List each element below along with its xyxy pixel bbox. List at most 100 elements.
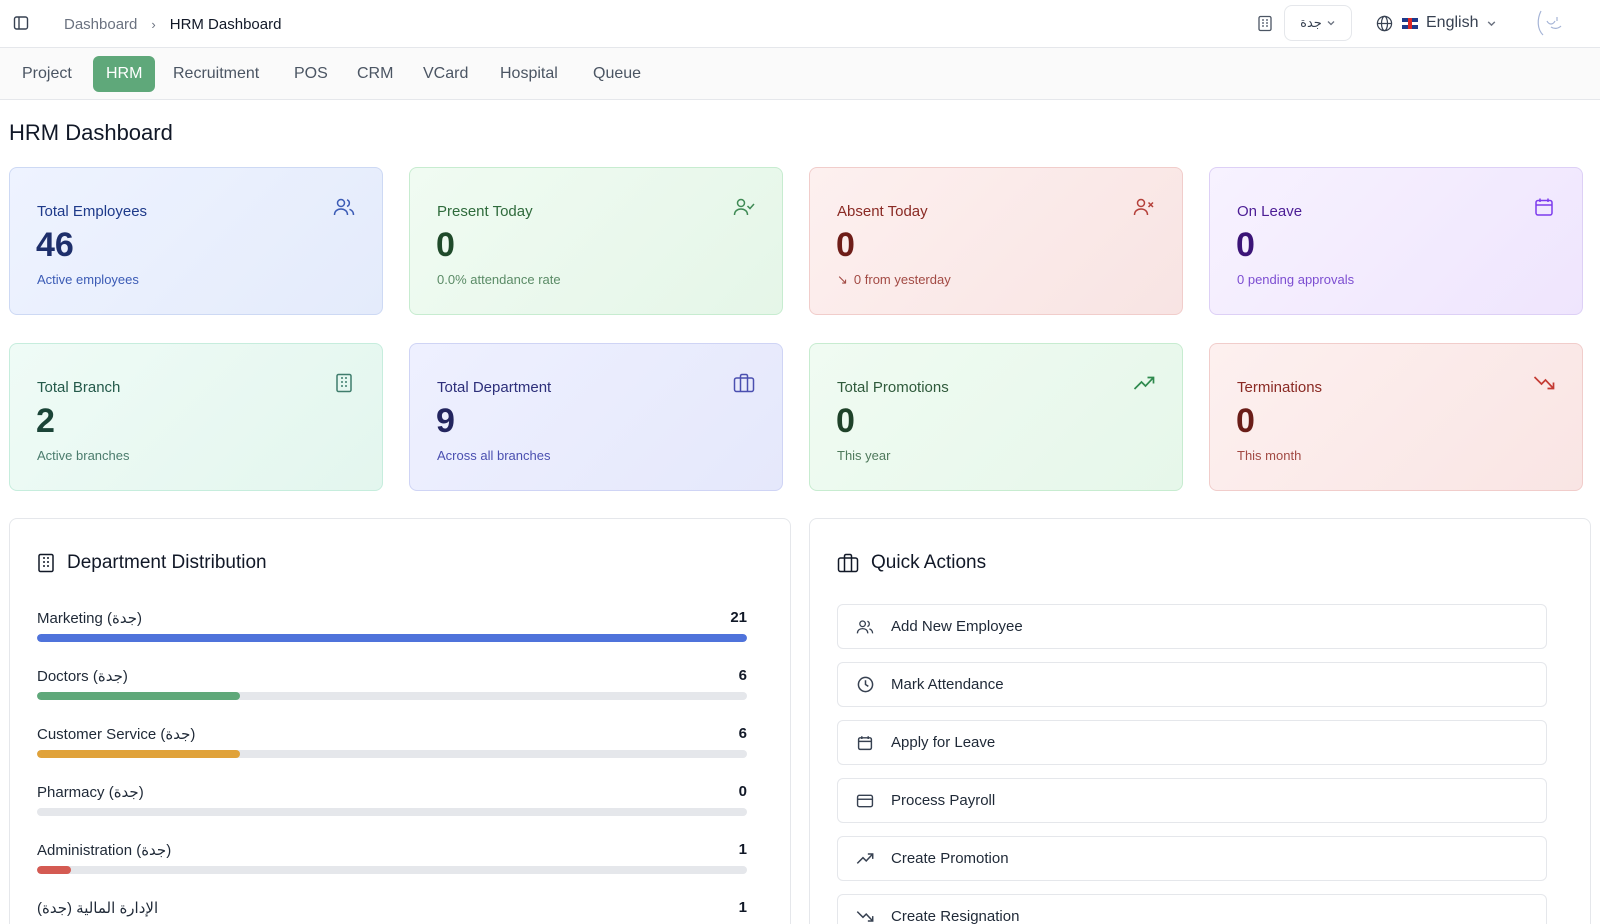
trending-down-icon — [1533, 372, 1555, 394]
stat-value: 0 — [836, 226, 855, 264]
panel-title-text: Department Distribution — [67, 552, 267, 573]
language-select[interactable]: English — [1402, 0, 1497, 46]
panel-title: Quick Actions — [837, 552, 986, 574]
stat-card-total-department[interactable]: Total Department 9 Across all branches — [409, 343, 783, 491]
dept-bar-fill — [37, 634, 747, 642]
chevron-down-icon — [1488, 20, 1496, 26]
clock-icon — [855, 675, 875, 695]
quick-action-label: Add New Employee — [891, 618, 1023, 635]
breadcrumb-current: HRM Dashboard — [169, 15, 282, 33]
branch-select-value: جدة — [1300, 15, 1322, 30]
module-tabs: Project HRM Recruitment POS CRM VCard Ho… — [0, 48, 1600, 100]
tab-project[interactable]: Project — [22, 65, 72, 82]
dept-count: 0 — [738, 783, 747, 800]
process-payroll-button[interactable]: Process Payroll — [837, 778, 1547, 823]
dept-bar-track — [37, 750, 747, 758]
dept-count: 1 — [738, 841, 747, 858]
stat-title: Absent Today — [837, 203, 928, 220]
stat-value: 9 — [436, 402, 455, 440]
stat-subtitle: Across all branches — [437, 448, 551, 463]
building-icon — [333, 372, 355, 394]
tab-hrm[interactable]: HRM — [93, 56, 156, 92]
dept-label: Customer Service (جدة) — [37, 726, 196, 743]
company-logo[interactable] — [1532, 6, 1568, 40]
stat-subtitle: 0.0% attendance rate — [437, 272, 561, 287]
quick-action-label: Create Resignation — [891, 908, 1020, 924]
stat-title: Total Branch — [37, 379, 121, 396]
language-label: English — [1426, 14, 1479, 31]
stat-value: 0 — [1236, 402, 1255, 440]
dept-bar-track — [37, 808, 747, 816]
stat-subtitle: This month — [1237, 448, 1302, 463]
dept-row: Customer Service (جدة) 6 — [37, 725, 747, 775]
stat-subtitle: Active employees — [37, 272, 139, 287]
calendar-icon — [1533, 196, 1555, 218]
tab-vcard[interactable]: VCard — [423, 65, 469, 82]
user-x-icon — [1133, 196, 1155, 218]
stat-value: 0 — [436, 226, 455, 264]
stat-card-present-today[interactable]: Present Today 0 0.0% attendance rate — [409, 167, 783, 315]
quick-action-label: Apply for Leave — [891, 734, 996, 751]
globe-icon[interactable] — [1374, 13, 1394, 33]
stat-card-terminations[interactable]: Terminations 0 This month — [1209, 343, 1583, 491]
page-title: HRM Dashboard — [9, 120, 173, 145]
stat-card-total-branch[interactable]: Total Branch 2 Active branches — [9, 343, 383, 491]
chevron-down-icon — [1327, 21, 1335, 26]
arrow-down-right-icon: ↘ — [837, 272, 848, 287]
dept-label: Administration (جدة) — [37, 842, 172, 859]
dept-bar-track — [37, 692, 747, 700]
trending-up-icon — [855, 849, 875, 869]
dept-row: Marketing (جدة) 21 — [37, 609, 747, 659]
stat-card-on-leave[interactable]: On Leave 0 0 pending approvals — [1209, 167, 1583, 315]
create-resignation-button[interactable]: Create Resignation — [837, 894, 1547, 924]
stat-card-total-employees[interactable]: Total Employees 46 Active employees — [9, 167, 383, 315]
dept-bar-track — [37, 866, 747, 874]
quick-action-label: Mark Attendance — [891, 676, 1004, 693]
branch-select[interactable]: جدة — [1284, 5, 1352, 41]
dept-count: 6 — [738, 667, 747, 684]
tab-pos[interactable]: POS — [294, 65, 328, 82]
panel-title: Department Distribution — [37, 552, 267, 574]
sidebar-toggle-icon[interactable] — [12, 14, 30, 32]
uk-flag-icon — [1402, 17, 1418, 29]
tab-crm[interactable]: CRM — [357, 65, 394, 82]
mark-attendance-button[interactable]: Mark Attendance — [837, 662, 1547, 707]
users-icon — [333, 196, 355, 218]
stat-subtitle: ↘ 0 from yesterday — [837, 272, 951, 288]
dept-label: Pharmacy (جدة) — [37, 784, 144, 801]
tab-recruitment[interactable]: Recruitment — [173, 65, 260, 82]
dept-bar-fill — [37, 750, 240, 758]
quick-action-label: Process Payroll — [891, 792, 996, 809]
tab-hospital[interactable]: Hospital — [500, 65, 558, 82]
quick-action-label: Create Promotion — [891, 850, 1009, 867]
calendar-icon — [855, 733, 875, 753]
stat-title: On Leave — [1237, 203, 1303, 220]
users-icon — [855, 617, 875, 637]
create-promotion-button[interactable]: Create Promotion — [837, 836, 1547, 881]
stat-card-total-promotions[interactable]: Total Promotions 0 This year — [809, 343, 1183, 491]
panel-title-text: Quick Actions — [871, 552, 987, 573]
stat-title: Total Promotions — [837, 379, 949, 396]
add-new-employee-button[interactable]: Add New Employee — [837, 604, 1547, 649]
dept-row: Administration (جدة) 1 — [37, 841, 747, 891]
apply-for-leave-button[interactable]: Apply for Leave — [837, 720, 1547, 765]
breadcrumb-root[interactable]: Dashboard — [64, 15, 138, 33]
department-distribution-panel: Department Distribution Marketing (جدة) … — [9, 518, 791, 924]
dept-bar-track — [37, 634, 747, 642]
top-bar: Dashboard › HRM Dashboard جدة English — [0, 0, 1600, 48]
stat-title: Total Employees — [37, 203, 148, 220]
dept-count: 21 — [730, 609, 747, 626]
stat-value: 2 — [36, 402, 55, 440]
dept-row: الإدارة المالية (جدة) 1 — [37, 899, 747, 924]
stat-subtitle-text: 0 from yesterday — [853, 272, 951, 287]
building-icon[interactable] — [1255, 13, 1275, 33]
trending-down-icon — [855, 907, 875, 924]
trending-up-icon — [1133, 372, 1155, 394]
stat-title: Total Department — [437, 379, 552, 396]
briefcase-icon — [733, 372, 755, 394]
dept-count: 1 — [738, 899, 747, 916]
tab-queue[interactable]: Queue — [593, 65, 642, 82]
stat-card-absent-today[interactable]: Absent Today 0 ↘ 0 from yesterday — [809, 167, 1183, 315]
credit-card-icon — [855, 791, 875, 811]
dept-label: Marketing (جدة) — [37, 610, 143, 627]
